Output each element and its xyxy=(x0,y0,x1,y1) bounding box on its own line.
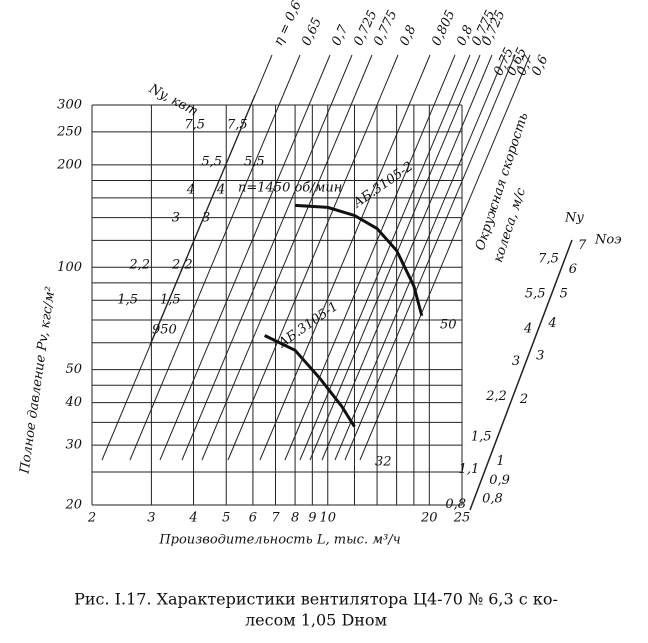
x-tick-label: 4 xyxy=(188,511,197,526)
nomogram-tick: 3 xyxy=(512,354,520,369)
y-tick-label: 20 xyxy=(64,498,82,513)
efficiency-line xyxy=(334,54,506,461)
x-axis-label: Производительность L, тыс. м³/ч xyxy=(158,533,400,548)
efficiency-line xyxy=(309,54,481,461)
power-value: 7,5 xyxy=(227,118,248,133)
y-tick-label: 100 xyxy=(57,260,82,275)
x-tick-label: 2 xyxy=(87,511,96,526)
nomogram-label: Nоэ xyxy=(594,233,621,248)
power-value: 7,5 xyxy=(184,118,205,133)
curve-note: 32 xyxy=(375,455,392,470)
curve-note: n=1450 об/мин xyxy=(238,181,342,196)
x-tick-label: 8 xyxy=(291,511,299,526)
efficiency-line xyxy=(344,54,516,461)
nomogram-tick: 4 xyxy=(523,322,532,337)
y-axis-label: Полное давление Pv, кгс/м² xyxy=(17,285,58,475)
x-tick-label: 6 xyxy=(249,511,257,526)
fan-curve xyxy=(264,334,356,428)
power-value: 4 xyxy=(216,183,225,198)
power-value: 2,2 xyxy=(128,258,150,273)
nomogram-tick: 1,1 xyxy=(459,462,480,477)
power-value: 5,5 xyxy=(201,155,222,170)
curve-note: 950 xyxy=(152,323,177,338)
power-value: 5,5 xyxy=(244,155,265,170)
curve-note: 50 xyxy=(440,318,457,333)
efficiency-label: 0,65 xyxy=(299,16,325,49)
nomogram-tick: 5 xyxy=(560,287,568,302)
y-tick-label: 200 xyxy=(56,157,82,172)
nomogram-tick: 6 xyxy=(569,262,577,277)
nomogram-tick: 4 xyxy=(547,316,556,331)
power-label: Ny, квт xyxy=(146,81,201,120)
power-value: 3 xyxy=(202,211,210,226)
nomogram-tick: 7,5 xyxy=(538,251,559,266)
efficiency-line xyxy=(284,54,456,461)
y-tick-label: 30 xyxy=(65,438,82,453)
x-tick-label: 3 xyxy=(147,511,155,526)
nomogram-tick: 1 xyxy=(496,454,504,469)
nomogram-tick: 0,8 xyxy=(482,492,503,507)
nomogram-tick: 2,2 xyxy=(485,389,507,404)
caption: лесом 1,05 Dном xyxy=(245,611,387,630)
nomogram-label: Ny xyxy=(564,211,584,226)
efficiency-line xyxy=(359,54,531,461)
power-value: 1,5 xyxy=(117,293,138,308)
fan-curve xyxy=(294,203,424,317)
power-value: 2,2 xyxy=(171,258,193,273)
y-tick-label: 50 xyxy=(65,362,82,377)
nomogram-tick: 7 xyxy=(578,238,587,253)
x-tick-label: 7 xyxy=(271,511,280,526)
efficiency-line xyxy=(201,54,373,461)
nomogram-axis xyxy=(469,239,573,511)
efficiency-line xyxy=(299,54,471,461)
efficiency-line xyxy=(159,54,331,461)
y-tick-label: 40 xyxy=(64,395,82,410)
efficiency-line xyxy=(129,54,301,461)
power-axis xyxy=(149,94,256,346)
power-value: 3 xyxy=(172,211,180,226)
power-value: 4 xyxy=(186,183,195,198)
nomogram-tick: 1,5 xyxy=(471,430,492,445)
x-tick-label: 25 xyxy=(453,511,471,526)
efficiency-label: 0,8 xyxy=(397,23,419,48)
efficiency-line xyxy=(181,54,353,461)
efficiency-line xyxy=(227,54,399,461)
y-tick-label: 300 xyxy=(57,98,82,113)
nomogram-tick: 2 xyxy=(519,392,528,407)
efficiency-line xyxy=(321,54,493,461)
nomogram-tick: 0,9 xyxy=(489,473,510,488)
efficiency-line xyxy=(259,54,431,461)
nomogram-tick: 0,8 xyxy=(445,497,466,512)
caption: Рис. I.17. Характеристики вентилятора Ц4… xyxy=(74,590,558,609)
y-tick-label: 250 xyxy=(56,124,82,139)
x-tick-label: 9 xyxy=(308,511,316,526)
power-value: 1,5 xyxy=(160,293,181,308)
efficiency-label: 0,6 xyxy=(529,53,551,78)
x-tick-label: 10 xyxy=(319,511,336,526)
efficiency-label: 0,7 xyxy=(329,22,352,48)
x-tick-label: 20 xyxy=(420,511,438,526)
x-tick-label: 5 xyxy=(222,511,230,526)
nomogram-tick: 5,5 xyxy=(525,287,546,302)
nomogram-tick: 3 xyxy=(536,349,544,364)
